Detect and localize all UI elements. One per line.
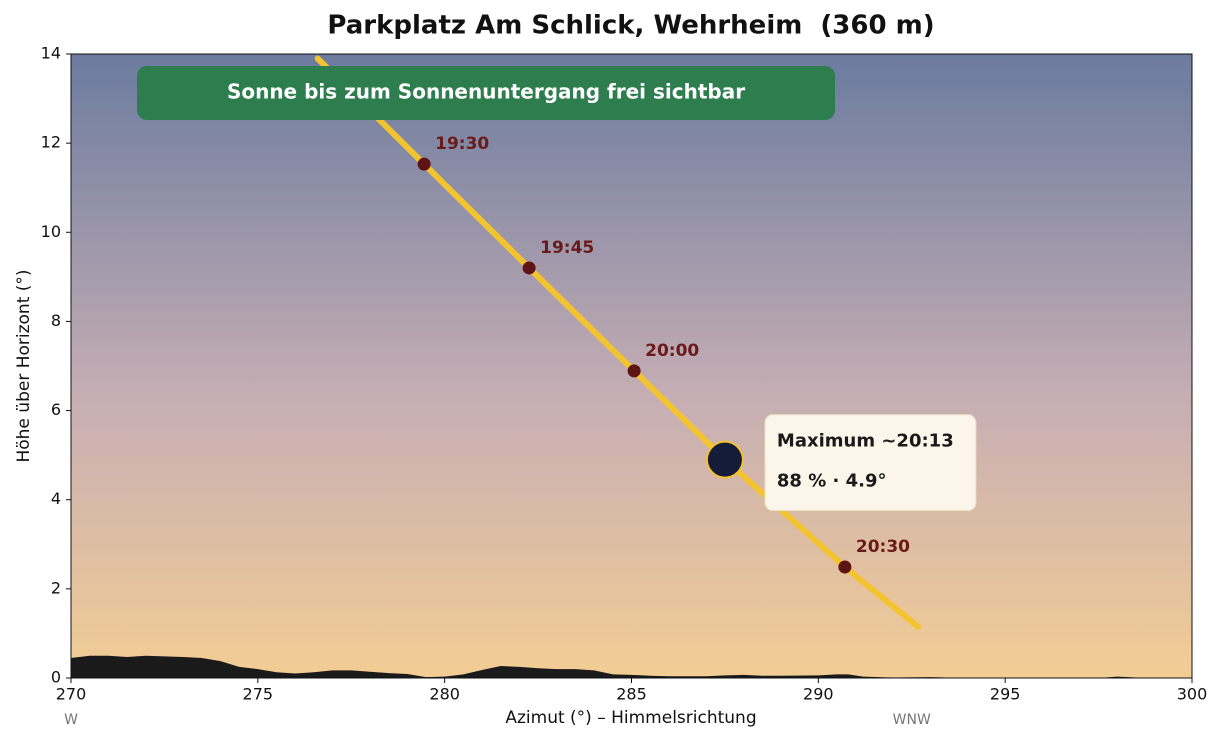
chart-title: Parkplatz Am Schlick, Wehrheim (360 m) — [327, 11, 934, 41]
time-label: 20:30 — [856, 537, 910, 557]
time-marker — [627, 364, 641, 378]
y-tick-label: 4 — [51, 489, 61, 508]
y-tick-label: 8 — [51, 311, 61, 330]
y-tick-label: 12 — [41, 133, 61, 152]
x-tick-label: 280 — [429, 685, 460, 704]
y-tick-label: 0 — [51, 668, 61, 687]
banner — [137, 66, 835, 120]
y-tick-label: 2 — [51, 578, 61, 597]
y-axis-label: Höhe über Horizont (°) — [14, 269, 34, 462]
x-tick-label: 300 — [1177, 685, 1208, 704]
x-tick-label: 270 — [56, 685, 87, 704]
annotation-box — [764, 414, 977, 512]
y-tick-label: 6 — [51, 400, 61, 419]
annotation-text: Maximum ~20:13 — [777, 431, 954, 452]
overlay: Maximum ~20:13 88 % · 4.9° Sonne bis zum S… — [137, 66, 977, 512]
y-tick-label: 14 — [41, 44, 61, 63]
time-label: 19:45 — [540, 238, 594, 258]
plot-area: 19:30 19:45 20:00 20:30 — [71, 55, 1192, 678]
time-label: 20:00 — [645, 341, 699, 361]
time-label: 19:30 — [435, 134, 489, 154]
x-tick-label: 275 — [243, 685, 274, 704]
compass-label: W — [64, 712, 78, 728]
annotation-text: 88 % · 4.9° — [777, 471, 887, 492]
horizon-silhouette — [71, 655, 1192, 678]
compass-label: WNW — [893, 712, 931, 728]
time-marker — [522, 261, 536, 275]
x-tick-label: 290 — [803, 685, 834, 704]
time-marker — [417, 157, 431, 171]
x-tick-label: 285 — [616, 685, 647, 704]
banner-text: Sonne bis zum Sonnenuntergang frei sicht… — [227, 80, 745, 104]
maximum-marker — [705, 440, 744, 479]
x-axis-label: Azimut (°) – Himmelsrichtung — [505, 708, 756, 728]
x-tick-label: 295 — [990, 685, 1021, 704]
time-marker — [838, 560, 852, 574]
y-tick-label: 10 — [41, 222, 61, 241]
